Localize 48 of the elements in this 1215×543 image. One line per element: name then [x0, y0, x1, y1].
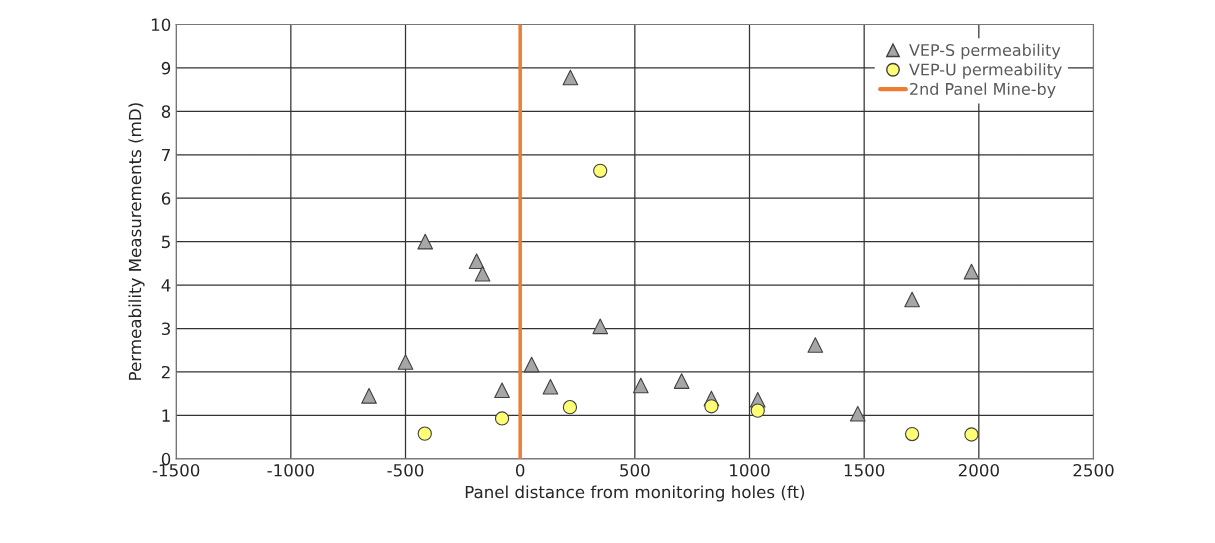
x-tick-label: 500: [620, 463, 650, 477]
y-tick-label: 7: [162, 148, 170, 162]
legend-label: VEP-U permeability: [909, 63, 1062, 79]
point: [964, 427, 979, 442]
y-tick-label: 8: [161, 105, 171, 118]
point: [673, 373, 690, 389]
point: [807, 337, 824, 353]
point: [750, 403, 765, 418]
point: [562, 69, 579, 86]
point: [468, 253, 485, 270]
point: [632, 377, 649, 394]
y-tick-label: 5: [162, 235, 170, 249]
y-tick-label: 1: [162, 409, 170, 422]
point: [904, 291, 920, 308]
y-tick-label: 6: [161, 192, 171, 205]
point: [417, 233, 434, 250]
y-tick-label: 10: [151, 18, 171, 31]
x-tick-label: 1500: [844, 463, 885, 477]
x-axis-title: Panel distance from monitoring holes (ft): [465, 485, 805, 502]
point: [592, 318, 609, 335]
x-tick-label: -1000: [267, 463, 314, 477]
point: [417, 426, 432, 441]
y-tick-label: 9: [161, 61, 171, 75]
y-tick-label: 4: [161, 279, 171, 292]
y-tick-label: 3: [161, 322, 170, 336]
x-tick-label: 2000: [958, 463, 999, 477]
point: [523, 356, 540, 373]
x-tick-label: 2500: [1073, 463, 1114, 477]
y-axis-title: Permeability Measurements (mD): [128, 103, 145, 380]
point: [494, 411, 510, 426]
point: [494, 382, 510, 399]
legend-label: 2nd Panel Mine-by: [910, 82, 1056, 99]
point: [904, 426, 920, 442]
x-tick-label: 1000: [730, 463, 770, 477]
point: [562, 399, 578, 415]
point: [704, 399, 719, 414]
point: [593, 163, 608, 178]
x-tick-label: -1500: [152, 463, 200, 477]
point: [849, 405, 866, 422]
point: [397, 354, 414, 370]
point: [542, 378, 559, 395]
point: [361, 388, 377, 404]
point: [963, 263, 980, 280]
y-tick-label: 2: [161, 365, 170, 379]
point: [474, 265, 491, 282]
x-tick-label: -500: [387, 463, 424, 477]
x-tick-label: 0: [515, 463, 525, 477]
legend-label: VEP-S permeability: [909, 43, 1061, 60]
